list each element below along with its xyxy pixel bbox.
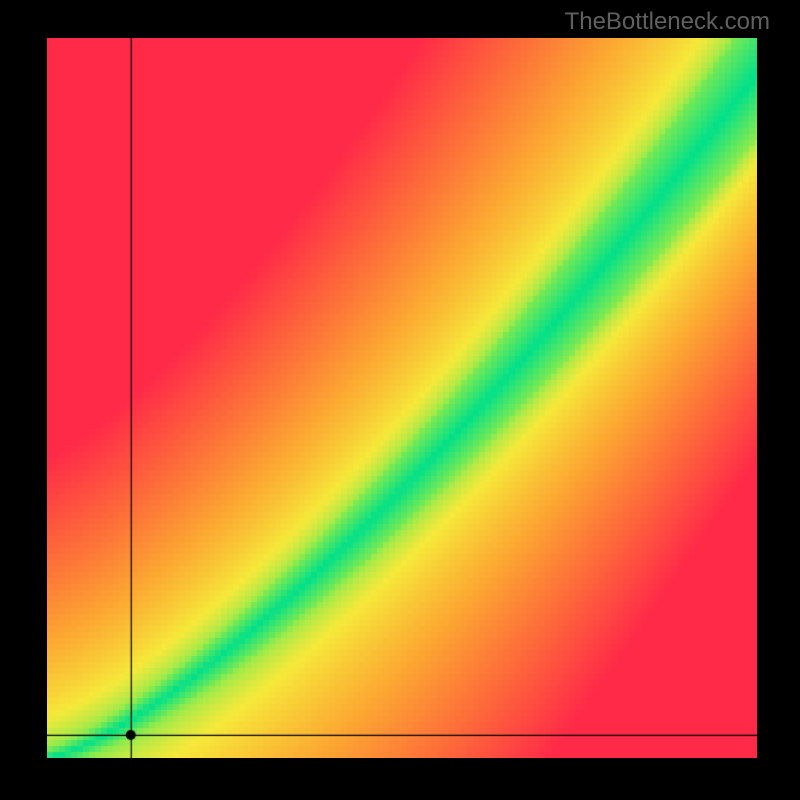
bottleneck-heatmap <box>47 38 757 758</box>
chart-container: TheBottleneck.com <box>0 0 800 800</box>
watermark: TheBottleneck.com <box>565 8 770 36</box>
